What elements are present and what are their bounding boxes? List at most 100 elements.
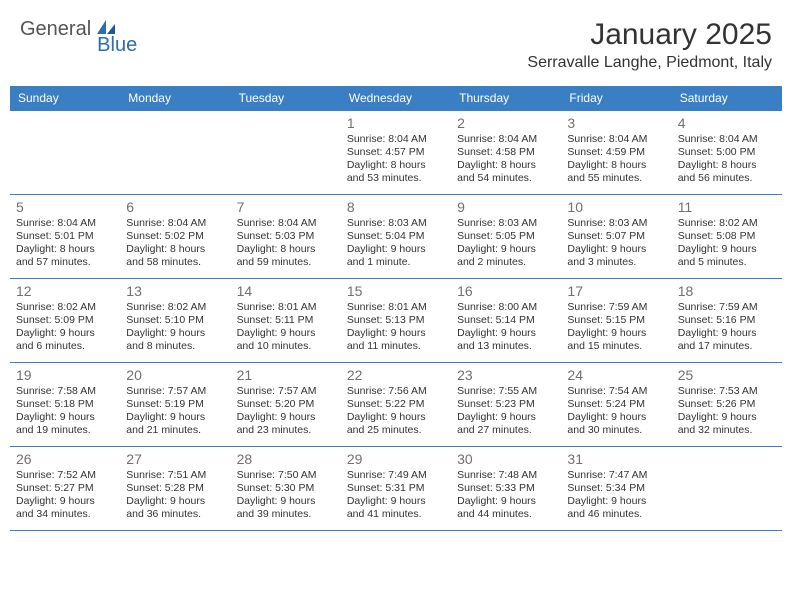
- day-info-line: Sunset: 5:00 PM: [678, 146, 776, 159]
- calendar-day-cell: 25Sunrise: 7:53 AMSunset: 5:26 PMDayligh…: [672, 363, 782, 447]
- day-info: Sunrise: 7:52 AMSunset: 5:27 PMDaylight:…: [16, 469, 114, 522]
- day-info-line: Sunrise: 7:57 AM: [126, 385, 224, 398]
- calendar-day-cell: 17Sunrise: 7:59 AMSunset: 5:15 PMDayligh…: [561, 279, 671, 363]
- day-number: 17: [567, 283, 665, 299]
- day-info-line: Daylight: 8 hours: [678, 159, 776, 172]
- day-number: 4: [678, 115, 776, 131]
- day-number: 7: [237, 199, 335, 215]
- day-info-line: Sunrise: 8:02 AM: [16, 301, 114, 314]
- day-number: 31: [567, 451, 665, 467]
- day-info-line: and 27 minutes.: [457, 424, 555, 437]
- day-info-line: and 54 minutes.: [457, 172, 555, 185]
- day-info-line: and 53 minutes.: [347, 172, 445, 185]
- day-info-line: Daylight: 9 hours: [347, 411, 445, 424]
- day-info-line: and 59 minutes.: [237, 256, 335, 269]
- calendar-day-cell: 16 Sunrise: 8:00 AMSunset: 5:14 PMDayligh…: [451, 279, 561, 363]
- location-subtitle: Serravalle Langhe, Piedmont, Italy: [527, 54, 772, 72]
- day-number: 1: [347, 115, 445, 131]
- weekday-header: Friday: [561, 86, 671, 111]
- day-info-line: and 6 minutes.: [16, 340, 114, 353]
- day-info-line: Sunrise: 7:47 AM: [567, 469, 665, 482]
- calendar-empty-cell: [672, 447, 782, 531]
- calendar-day-cell: 19Sunrise: 7:58 AMSunset: 5:18 PMDayligh…: [10, 363, 120, 447]
- day-info-line: and 46 minutes.: [567, 508, 665, 521]
- day-info-line: Daylight: 9 hours: [567, 411, 665, 424]
- day-number: 21: [237, 367, 335, 383]
- day-info-line: Sunrise: 8:04 AM: [347, 133, 445, 146]
- day-info-line: Sunset: 5:13 PM: [347, 314, 445, 327]
- day-info-line: Sunrise: 8:04 AM: [457, 133, 555, 146]
- calendar-day-cell: 14 Sunrise: 8:01 AMSunset: 5:11 PMDayligh…: [231, 279, 341, 363]
- day-info-line: and 3 minutes.: [567, 256, 665, 269]
- day-info-line: Sunrise: 8:01 AM: [347, 301, 445, 314]
- day-info: Sunrise: 8:00 AMSunset: 5:14 PMDaylight:…: [457, 301, 555, 354]
- day-info-line: Sunrise: 8:03 AM: [457, 217, 555, 230]
- weekday-header: Sunday: [10, 86, 120, 111]
- day-info-line: and 25 minutes.: [347, 424, 445, 437]
- day-info: Sunrise: 7:58 AMSunset: 5:18 PMDaylight:…: [16, 385, 114, 438]
- day-info-line: and 21 minutes.: [126, 424, 224, 437]
- calendar-week-row: 26Sunrise: 7:52 AMSunset: 5:27 PMDayligh…: [10, 447, 782, 531]
- day-info-line: and 23 minutes.: [237, 424, 335, 437]
- day-info-line: Daylight: 8 hours: [457, 159, 555, 172]
- day-info-line: Sunset: 5:19 PM: [126, 398, 224, 411]
- day-info-line: Sunrise: 7:51 AM: [126, 469, 224, 482]
- day-info-line: Sunset: 5:02 PM: [126, 230, 224, 243]
- day-info-line: Daylight: 9 hours: [126, 495, 224, 508]
- day-info-line: Sunrise: 8:04 AM: [16, 217, 114, 230]
- calendar-day-cell: 10Sunrise: 8:03 AMSunset: 5:07 PMDayligh…: [561, 195, 671, 279]
- day-info-line: Sunset: 4:59 PM: [567, 146, 665, 159]
- day-info-line: Sunrise: 7:57 AM: [237, 385, 335, 398]
- calendar-day-cell: 3Sunrise: 8:04 AMSunset: 4:59 PMDaylight…: [561, 111, 671, 195]
- day-info-line: Daylight: 9 hours: [237, 411, 335, 424]
- day-number: 9: [457, 199, 555, 215]
- day-info: Sunrise: 7:57 AMSunset: 5:19 PMDaylight:…: [126, 385, 224, 438]
- calendar-day-cell: 5Sunrise: 8:04 AMSunset: 5:01 PMDaylight…: [10, 195, 120, 279]
- day-info: Sunrise: 7:57 AMSunset: 5:20 PMDaylight:…: [237, 385, 335, 438]
- title-block: January 2025 Serravalle Langhe, Piedmont…: [527, 18, 772, 72]
- calendar-day-cell: 11Sunrise: 8:02 AMSunset: 5:08 PMDayligh…: [672, 195, 782, 279]
- day-info: Sunrise: 8:01 AMSunset: 5:13 PMDaylight:…: [347, 301, 445, 354]
- day-info-line: Sunset: 5:08 PM: [678, 230, 776, 243]
- day-info-line: and 11 minutes.: [347, 340, 445, 353]
- day-number: 18: [678, 283, 776, 299]
- day-info: Sunrise: 8:02 AMSunset: 5:10 PMDaylight:…: [126, 301, 224, 354]
- day-info: Sunrise: 7:59 AMSunset: 5:16 PMDaylight:…: [678, 301, 776, 354]
- calendar-day-cell: 31Sunrise: 7:47 AMSunset: 5:34 PMDayligh…: [561, 447, 671, 531]
- day-number: 14: [237, 283, 335, 299]
- day-number: 22: [347, 367, 445, 383]
- day-info-line: Sunrise: 7:50 AM: [237, 469, 335, 482]
- calendar-day-cell: 12Sunrise: 8:02 AMSunset: 5:09 PMDayligh…: [10, 279, 120, 363]
- calendar-day-cell: 29Sunrise: 7:49 AMSunset: 5:31 PMDayligh…: [341, 447, 451, 531]
- day-info-line: Daylight: 9 hours: [347, 495, 445, 508]
- day-info: Sunrise: 8:04 AMSunset: 4:57 PMDaylight:…: [347, 133, 445, 186]
- day-number: 6: [126, 199, 224, 215]
- calendar-day-cell: 15Sunrise: 8:01 AMSunset: 5:13 PMDayligh…: [341, 279, 451, 363]
- day-info-line: Sunset: 5:23 PM: [457, 398, 555, 411]
- day-info-line: Sunset: 5:26 PM: [678, 398, 776, 411]
- calendar-day-cell: 26Sunrise: 7:52 AMSunset: 5:27 PMDayligh…: [10, 447, 120, 531]
- calendar-body: 1 Sunrise: 8:04 AMSunset: 4:57 PMDaylight…: [10, 111, 782, 531]
- day-info-line: Daylight: 9 hours: [567, 327, 665, 340]
- weekday-header: Wednesday: [341, 86, 451, 111]
- day-info-line: and 13 minutes.: [457, 340, 555, 353]
- day-info-line: Daylight: 8 hours: [567, 159, 665, 172]
- day-info-line: Daylight: 8 hours: [347, 159, 445, 172]
- calendar-empty-cell: [120, 111, 230, 195]
- calendar-week-row: 12Sunrise: 8:02 AMSunset: 5:09 PMDayligh…: [10, 279, 782, 363]
- day-info: Sunrise: 8:01 AMSunset: 5:11 PMDaylight:…: [237, 301, 335, 354]
- calendar-header-row: SundayMondayTuesdayWednesdayThursdayFrid…: [10, 86, 782, 111]
- day-info-line: Sunrise: 8:04 AM: [567, 133, 665, 146]
- day-info-line: Daylight: 9 hours: [347, 327, 445, 340]
- day-info-line: Sunrise: 8:03 AM: [347, 217, 445, 230]
- month-title: January 2025: [527, 18, 772, 52]
- calendar-day-cell: 13Sunrise: 8:02 AMSunset: 5:10 PMDayligh…: [120, 279, 230, 363]
- day-number: 16: [457, 283, 555, 299]
- day-info-line: Sunrise: 7:56 AM: [347, 385, 445, 398]
- day-info-line: Sunset: 5:01 PM: [16, 230, 114, 243]
- day-info: Sunrise: 7:54 AMSunset: 5:24 PMDaylight:…: [567, 385, 665, 438]
- day-info-line: Sunrise: 7:59 AM: [678, 301, 776, 314]
- calendar-empty-cell: [231, 111, 341, 195]
- day-info-line: Sunrise: 7:48 AM: [457, 469, 555, 482]
- day-number: 27: [126, 451, 224, 467]
